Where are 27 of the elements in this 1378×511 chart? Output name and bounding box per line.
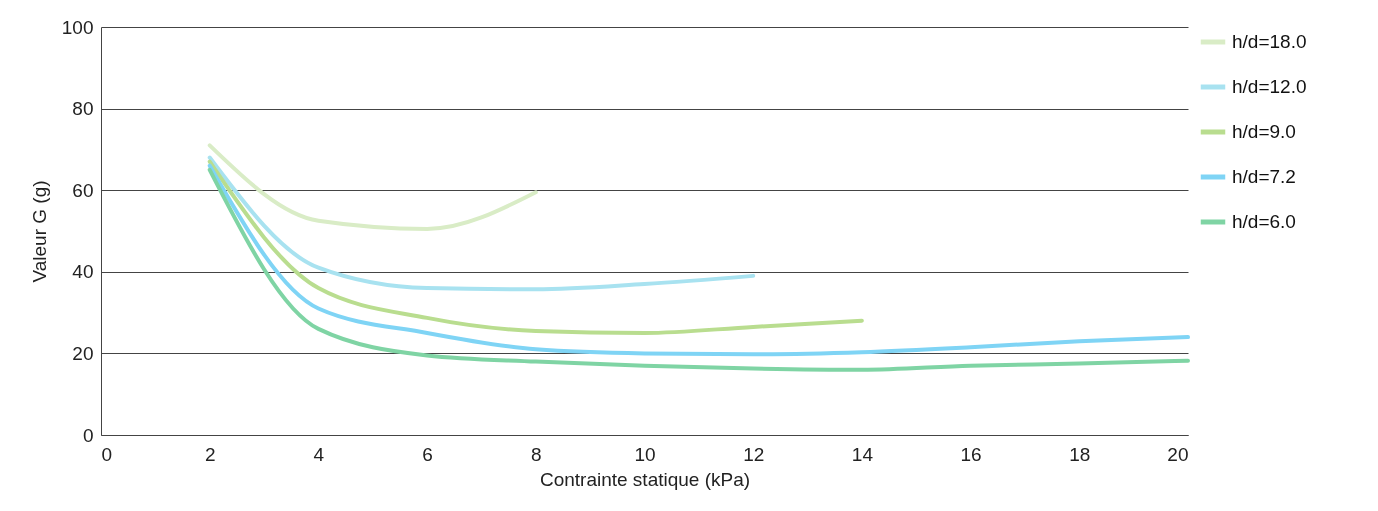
- x-tick-label: 10: [634, 443, 656, 465]
- x-tick-label: 2: [204, 443, 216, 465]
- x-axis-title: Contrainte statique (kPa): [539, 468, 751, 490]
- y-tick-label: 0: [82, 424, 94, 446]
- legend-label: h/d=7.2: [1232, 166, 1296, 187]
- x-tick-label: 12: [743, 443, 765, 465]
- legend-label: h/d=12.0: [1232, 76, 1307, 97]
- x-tick-label: 18: [1069, 443, 1091, 465]
- x-tick-label: 14: [851, 443, 874, 465]
- y-axis-title: Valeur G (g): [28, 180, 50, 283]
- legend-label: h/d=9.0: [1232, 121, 1296, 142]
- y-tick-label: 60: [72, 179, 94, 201]
- x-tick-label: 16: [960, 443, 982, 465]
- line-series: [207, 143, 538, 231]
- line-series: [207, 155, 756, 292]
- x-tick-label: 20: [1167, 443, 1189, 465]
- y-tick-label: 80: [72, 98, 94, 120]
- legend-label: h/d=6.0: [1232, 211, 1296, 232]
- y-tick-label: 100: [61, 16, 94, 38]
- x-tick-label: 0: [101, 443, 113, 465]
- y-tick-label: 40: [72, 261, 94, 283]
- x-tick-label: 6: [422, 443, 433, 465]
- legend-label: h/d=18.0: [1232, 31, 1307, 52]
- y-tick-label: 20: [72, 342, 94, 364]
- x-tick-label: 4: [313, 443, 325, 465]
- line-series: [207, 159, 864, 335]
- x-tick-label: 8: [531, 443, 542, 465]
